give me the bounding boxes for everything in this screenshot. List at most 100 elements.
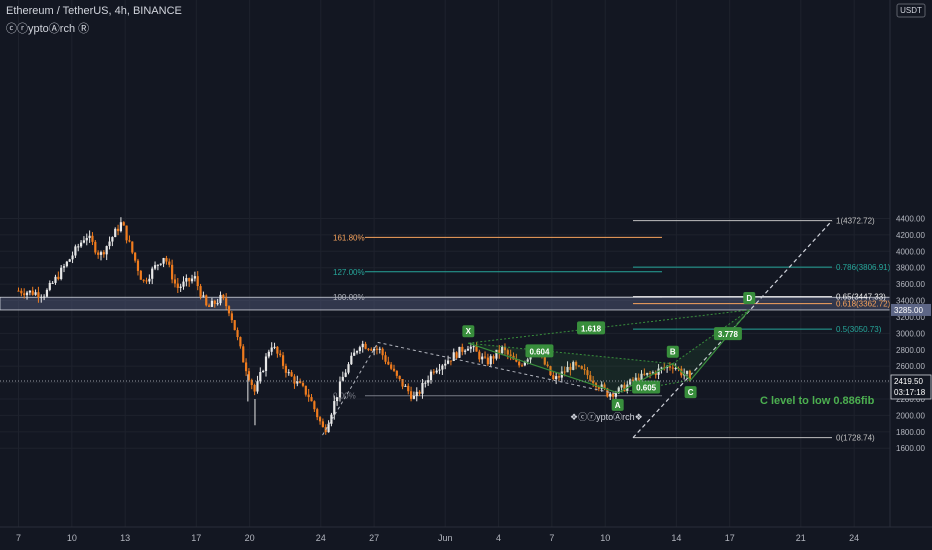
candle-body <box>646 372 649 375</box>
candle-body <box>304 385 307 395</box>
candle-body <box>48 282 51 290</box>
candle-body <box>589 375 592 381</box>
candle-body <box>577 365 581 367</box>
pattern-point-marker <box>611 398 624 411</box>
candle-body <box>668 366 672 368</box>
candle-body <box>552 375 555 380</box>
candle-body <box>148 278 151 282</box>
candle-body <box>128 240 131 242</box>
candle-body <box>236 330 239 338</box>
pattern-point-label: B <box>670 348 676 357</box>
candle-body <box>54 276 57 283</box>
candle-body <box>481 356 484 360</box>
candle-body <box>196 276 199 287</box>
candle-body <box>82 240 86 243</box>
candle-body <box>219 294 222 304</box>
y-tick-label: 2600.00 <box>896 362 925 371</box>
pattern-point-marker <box>666 345 679 358</box>
candle-body <box>114 228 117 238</box>
candle-body <box>125 225 128 241</box>
candle-body <box>293 376 296 384</box>
y-tick-label: 2800.00 <box>896 346 925 355</box>
candle-body <box>637 377 640 383</box>
fib-retracement-label: 0.5(3050.73) <box>836 325 882 334</box>
candle-body <box>640 373 643 383</box>
candle-body <box>102 252 105 255</box>
candle-body <box>617 387 620 394</box>
candle-body <box>171 264 174 280</box>
candle-body <box>464 350 467 352</box>
author-line: ⓒⓡyptoⒶrch Ⓡ <box>6 23 90 35</box>
candle-body <box>671 367 674 369</box>
candle-body <box>557 376 561 378</box>
x-tick-label: 20 <box>245 533 255 543</box>
last-price-badge <box>890 374 932 400</box>
candle-body <box>688 370 691 381</box>
candle-body <box>111 237 114 242</box>
candle-body <box>518 361 521 366</box>
candle-body <box>364 343 367 349</box>
harmonic-ratio-line <box>468 309 750 344</box>
candle-body <box>469 346 472 349</box>
fib-extension-label: 161.80% <box>333 233 365 242</box>
candle-body <box>569 366 572 370</box>
pattern-point-marker <box>684 386 697 399</box>
candle-body <box>233 320 236 331</box>
y-tick-label: 4400.00 <box>896 214 925 223</box>
candle-body <box>179 286 182 288</box>
candle-body <box>611 393 615 397</box>
candle-body <box>151 268 154 279</box>
candle-body <box>45 289 49 297</box>
candle-body <box>424 382 427 384</box>
pattern-point-label: A <box>615 401 621 410</box>
candle-body <box>94 241 97 253</box>
x-tick-label: 7 <box>549 533 554 543</box>
candle-body <box>446 360 450 364</box>
candle-body <box>276 346 279 354</box>
candle-body <box>648 372 652 374</box>
candle-body <box>202 295 205 297</box>
y-tick-label: 3400.00 <box>896 297 925 306</box>
candle-body <box>350 355 353 365</box>
fib-extension-label: 0.00% <box>333 392 356 401</box>
x-tick-label: 24 <box>849 533 859 543</box>
price-badge-label: 3285.00 <box>894 306 923 315</box>
candle-body <box>122 222 125 226</box>
candle-body <box>262 371 265 373</box>
harmonic-triangle-bcd <box>672 309 750 381</box>
candle-body <box>574 362 578 366</box>
candle-body <box>614 393 618 397</box>
candle-body <box>387 361 390 365</box>
candle-body <box>353 352 356 356</box>
candle-body <box>145 280 148 282</box>
candle-body <box>330 414 333 424</box>
candle-body <box>23 293 26 296</box>
candle-body <box>412 395 416 399</box>
x-tick-label: Jun <box>438 533 453 543</box>
trend-line-dashed <box>377 341 618 395</box>
candle-body <box>498 349 501 354</box>
candle-body <box>244 362 248 372</box>
candle-body <box>210 300 214 307</box>
candle-body <box>256 381 259 392</box>
price-badge <box>891 303 931 316</box>
candle-body <box>620 384 623 388</box>
candle-body <box>583 368 586 371</box>
x-tick-label: 10 <box>67 533 77 543</box>
candle-body <box>156 264 159 266</box>
candle-body <box>313 401 316 410</box>
candle-body <box>543 356 546 365</box>
currency-box <box>896 3 926 18</box>
candle-body <box>225 298 228 307</box>
x-tick-label: 14 <box>671 533 681 543</box>
candle-body <box>515 359 518 362</box>
candle-body <box>318 417 322 422</box>
candle-body <box>341 376 344 382</box>
candle-body <box>336 397 339 402</box>
candle-body <box>520 365 524 367</box>
candle-body <box>119 222 123 232</box>
candle-body <box>222 294 225 299</box>
candle-body <box>270 347 273 352</box>
x-tick-label: 17 <box>725 533 735 543</box>
